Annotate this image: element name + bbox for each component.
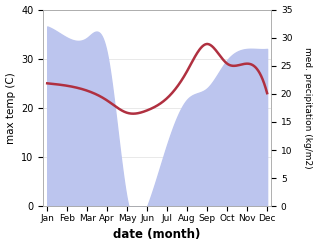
Y-axis label: max temp (C): max temp (C) [5,72,16,144]
X-axis label: date (month): date (month) [114,228,201,242]
Y-axis label: med. precipitation (kg/m2): med. precipitation (kg/m2) [303,47,313,169]
